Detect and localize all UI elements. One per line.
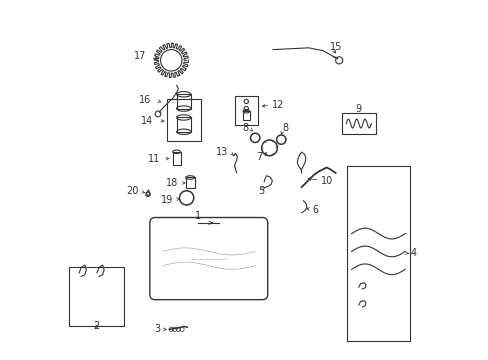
Text: 5: 5 xyxy=(258,186,264,196)
Text: 20: 20 xyxy=(126,186,139,197)
Bar xyxy=(346,166,409,341)
Text: 18: 18 xyxy=(166,178,178,188)
Text: 4: 4 xyxy=(410,248,416,258)
Bar xyxy=(341,113,375,134)
Bar xyxy=(166,99,201,141)
Text: 8: 8 xyxy=(282,123,287,133)
Text: 1: 1 xyxy=(195,211,201,221)
Text: 13: 13 xyxy=(216,147,228,157)
Bar xyxy=(243,111,249,120)
Bar xyxy=(185,177,194,188)
Text: 9: 9 xyxy=(355,104,361,114)
Text: 10: 10 xyxy=(321,176,333,186)
Text: 11: 11 xyxy=(148,154,160,163)
Text: 17: 17 xyxy=(134,51,146,61)
Text: 7: 7 xyxy=(256,152,262,162)
Text: 8: 8 xyxy=(242,123,248,133)
Text: 12: 12 xyxy=(272,100,284,110)
Text: 15: 15 xyxy=(329,42,342,52)
Text: 6: 6 xyxy=(312,205,318,215)
Text: 16: 16 xyxy=(139,95,151,105)
Bar xyxy=(176,94,190,109)
Bar xyxy=(68,267,123,325)
Text: 19: 19 xyxy=(161,195,173,204)
Text: 3: 3 xyxy=(154,324,160,334)
Text: 2: 2 xyxy=(93,321,99,332)
Bar xyxy=(176,117,190,132)
Bar xyxy=(234,96,257,125)
Bar xyxy=(172,152,180,165)
Text: 14: 14 xyxy=(141,116,153,126)
